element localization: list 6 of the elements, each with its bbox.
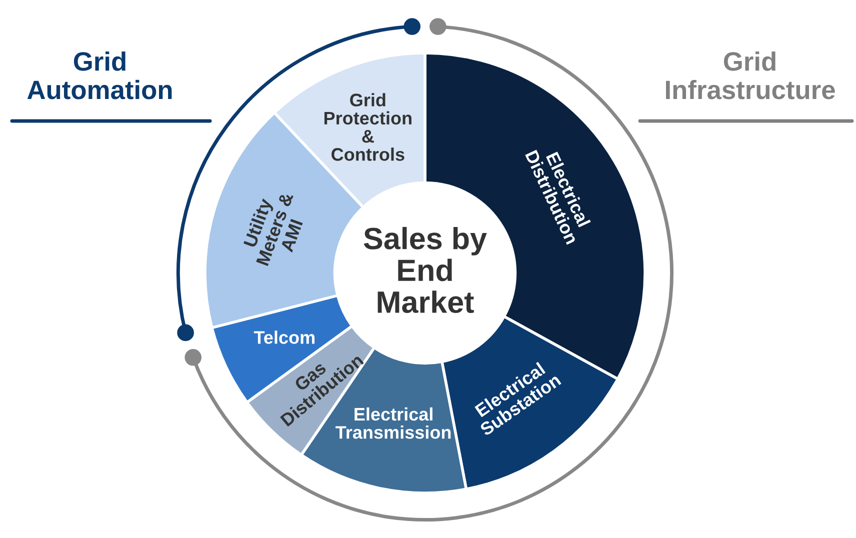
- slice-label: Telcom: [254, 330, 314, 344]
- slice-label: Grid Protection & Controls: [324, 93, 412, 161]
- slice-label: Utility Meters & AMI: [242, 192, 303, 266]
- text: Sales by End Market: [364, 226, 487, 314]
- text: Grid Infrastructure: [666, 51, 835, 100]
- text: Grid Automation: [27, 51, 172, 100]
